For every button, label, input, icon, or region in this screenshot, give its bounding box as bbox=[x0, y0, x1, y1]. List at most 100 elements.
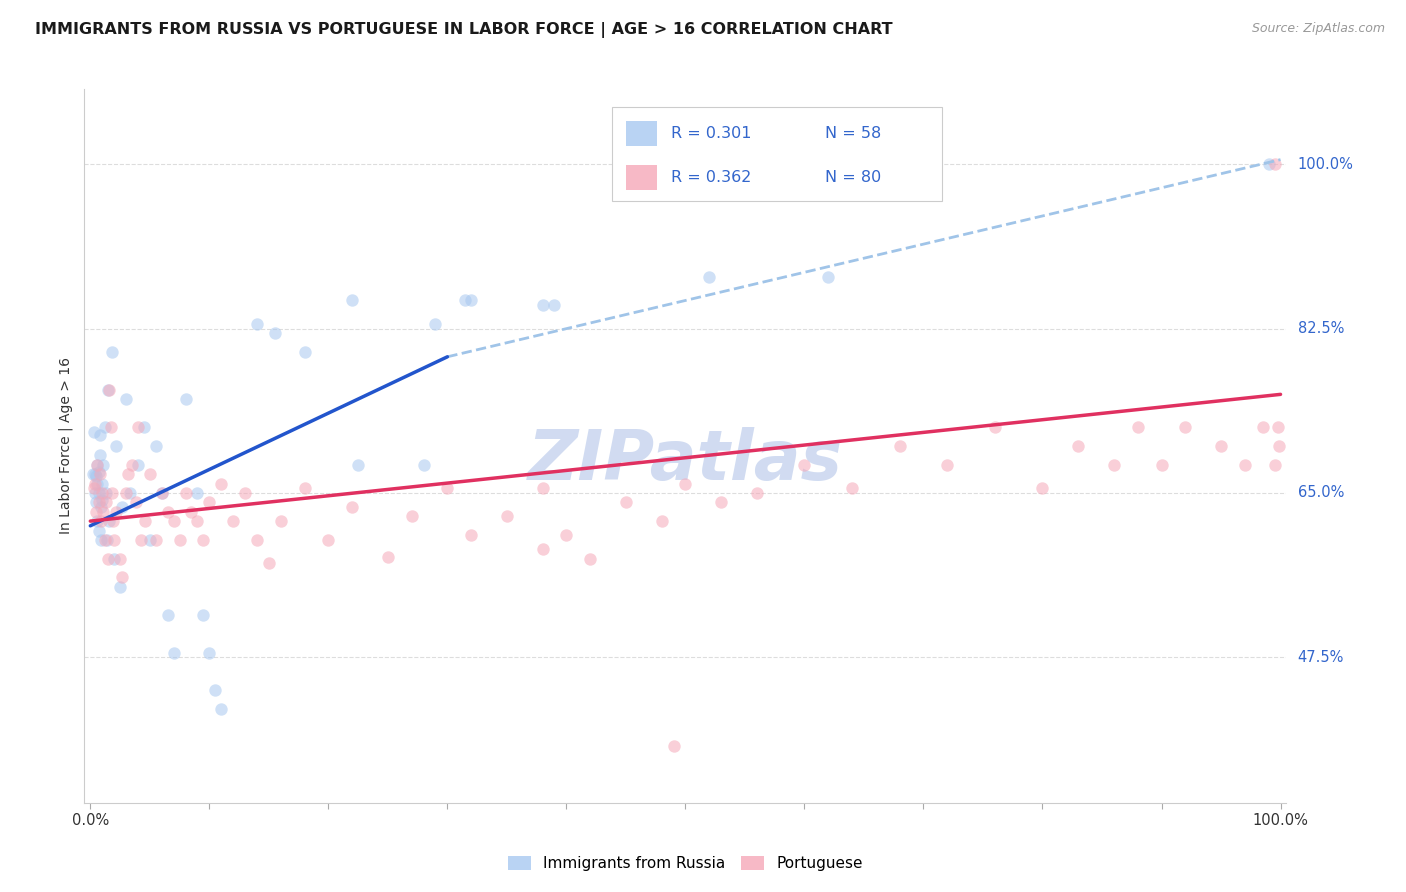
Point bbox=[675, 476, 697, 491]
Point bbox=[127, 420, 149, 434]
Point bbox=[84, 495, 107, 509]
Text: 65.0%: 65.0% bbox=[1298, 485, 1344, 500]
Point bbox=[1251, 420, 1274, 434]
Point bbox=[111, 570, 134, 584]
Text: N = 58: N = 58 bbox=[825, 126, 882, 141]
Point bbox=[89, 427, 111, 442]
Point bbox=[263, 326, 285, 341]
Point bbox=[180, 505, 202, 519]
Point bbox=[100, 345, 122, 359]
Point bbox=[209, 476, 232, 491]
Point bbox=[543, 298, 565, 312]
Point bbox=[111, 500, 134, 514]
Point bbox=[340, 500, 363, 514]
Point bbox=[87, 486, 110, 500]
Text: N = 80: N = 80 bbox=[825, 169, 882, 185]
Point bbox=[90, 533, 112, 547]
Point bbox=[318, 533, 340, 547]
Point bbox=[1264, 157, 1286, 171]
Point bbox=[270, 514, 292, 528]
Point bbox=[555, 528, 578, 542]
Text: Source: ZipAtlas.com: Source: ZipAtlas.com bbox=[1251, 22, 1385, 36]
Point bbox=[436, 481, 458, 495]
Point bbox=[87, 465, 110, 479]
Point bbox=[454, 293, 477, 308]
Point bbox=[174, 486, 197, 500]
Point bbox=[579, 551, 602, 566]
Text: 47.5%: 47.5% bbox=[1298, 649, 1344, 665]
Point bbox=[1257, 157, 1279, 171]
Point bbox=[209, 702, 232, 716]
Point bbox=[84, 469, 107, 483]
Point bbox=[936, 458, 959, 472]
Text: IMMIGRANTS FROM RUSSIA VS PORTUGUESE IN LABOR FORCE | AGE > 16 CORRELATION CHART: IMMIGRANTS FROM RUSSIA VS PORTUGUESE IN … bbox=[35, 22, 893, 38]
Point bbox=[139, 533, 162, 547]
Point bbox=[198, 495, 221, 509]
Point bbox=[115, 486, 138, 500]
Point bbox=[87, 495, 110, 509]
Point bbox=[100, 486, 122, 500]
Point bbox=[1209, 439, 1232, 453]
Point bbox=[745, 486, 768, 500]
Point bbox=[294, 345, 316, 359]
Point bbox=[340, 293, 363, 308]
Point bbox=[1031, 481, 1053, 495]
Point bbox=[83, 425, 105, 439]
Point bbox=[377, 549, 399, 564]
Point bbox=[662, 739, 685, 754]
Point bbox=[162, 514, 184, 528]
Point bbox=[124, 495, 146, 509]
Point bbox=[87, 524, 110, 538]
Text: R = 0.362: R = 0.362 bbox=[671, 169, 751, 185]
Point bbox=[531, 481, 554, 495]
Point bbox=[1150, 458, 1173, 472]
Point bbox=[115, 392, 138, 406]
Legend: Immigrants from Russia, Portuguese: Immigrants from Russia, Portuguese bbox=[502, 850, 869, 877]
Point bbox=[412, 458, 434, 472]
Point bbox=[150, 486, 173, 500]
Point bbox=[108, 580, 131, 594]
Point bbox=[204, 683, 226, 698]
Point bbox=[169, 533, 191, 547]
Point bbox=[98, 514, 121, 528]
Point bbox=[651, 514, 673, 528]
Point bbox=[84, 486, 107, 500]
Point bbox=[460, 528, 482, 542]
Point bbox=[193, 607, 215, 622]
Point bbox=[614, 495, 637, 509]
Point bbox=[233, 486, 256, 500]
Point bbox=[1126, 420, 1149, 434]
Point bbox=[984, 420, 1007, 434]
Point bbox=[186, 486, 208, 500]
Point bbox=[531, 542, 554, 557]
Point bbox=[841, 481, 863, 495]
Point bbox=[186, 514, 208, 528]
Point bbox=[121, 458, 143, 472]
Point bbox=[84, 505, 107, 519]
Y-axis label: In Labor Force | Age > 16: In Labor Force | Age > 16 bbox=[59, 358, 73, 534]
Point bbox=[1102, 458, 1125, 472]
Point bbox=[131, 533, 153, 547]
Point bbox=[198, 646, 221, 660]
Point bbox=[139, 467, 162, 482]
Point bbox=[93, 533, 115, 547]
Point bbox=[460, 293, 482, 308]
Point bbox=[97, 383, 120, 397]
Point bbox=[86, 514, 108, 528]
Point bbox=[100, 420, 122, 434]
Point bbox=[103, 533, 125, 547]
Point bbox=[127, 458, 149, 472]
Point bbox=[1268, 439, 1291, 453]
Point bbox=[246, 317, 269, 331]
Point bbox=[793, 458, 815, 472]
Point bbox=[193, 533, 215, 547]
Point bbox=[96, 533, 118, 547]
Point bbox=[82, 467, 104, 482]
Point bbox=[889, 439, 911, 453]
Point bbox=[91, 486, 114, 500]
Point bbox=[97, 551, 120, 566]
Point bbox=[1233, 458, 1256, 472]
Point bbox=[132, 420, 155, 434]
Point bbox=[83, 481, 105, 495]
Point bbox=[294, 481, 316, 495]
